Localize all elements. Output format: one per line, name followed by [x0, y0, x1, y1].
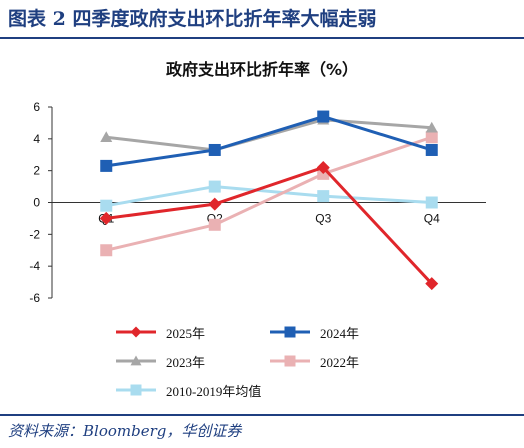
data-point	[208, 180, 221, 193]
data-point	[100, 159, 113, 172]
y-tick-label: 4	[33, 132, 40, 146]
y-tick-label: 2	[33, 164, 40, 178]
data-point	[100, 244, 113, 257]
series-line	[106, 118, 432, 152]
y-tick-label: 0	[33, 196, 40, 210]
data-point	[317, 110, 330, 123]
data-point	[425, 277, 439, 291]
series-line	[106, 115, 433, 168]
source-note: 资料来源：Bloomberg，华创证券	[8, 422, 242, 440]
figure-title: 图表 2 四季度政府支出环比折年率大幅走弱	[8, 8, 377, 30]
y-tick-label: -4	[29, 259, 40, 273]
data-point	[316, 160, 330, 174]
series-line	[106, 165, 433, 285]
data-point	[99, 211, 113, 225]
x-tick-label: Q4	[424, 212, 440, 226]
data-point	[425, 131, 438, 144]
x-tick-label: Q3	[315, 212, 331, 226]
y-tick-label: -6	[29, 291, 40, 305]
y-tick-label: -2	[29, 227, 40, 241]
data-point	[100, 131, 113, 143]
data-point	[425, 143, 438, 156]
data-point	[425, 121, 438, 133]
bottom-divider	[0, 414, 524, 416]
data-point	[208, 197, 222, 211]
data-point	[100, 199, 113, 212]
series-line	[105, 135, 433, 252]
chart-title: 政府支出环比折年率（%）	[165, 60, 359, 79]
data-point	[317, 190, 330, 203]
data-point	[425, 196, 438, 209]
data-point	[208, 218, 221, 231]
top-divider	[0, 37, 524, 39]
data-point	[208, 143, 221, 156]
y-tick-label: 6	[33, 100, 40, 114]
series-line	[105, 185, 432, 208]
